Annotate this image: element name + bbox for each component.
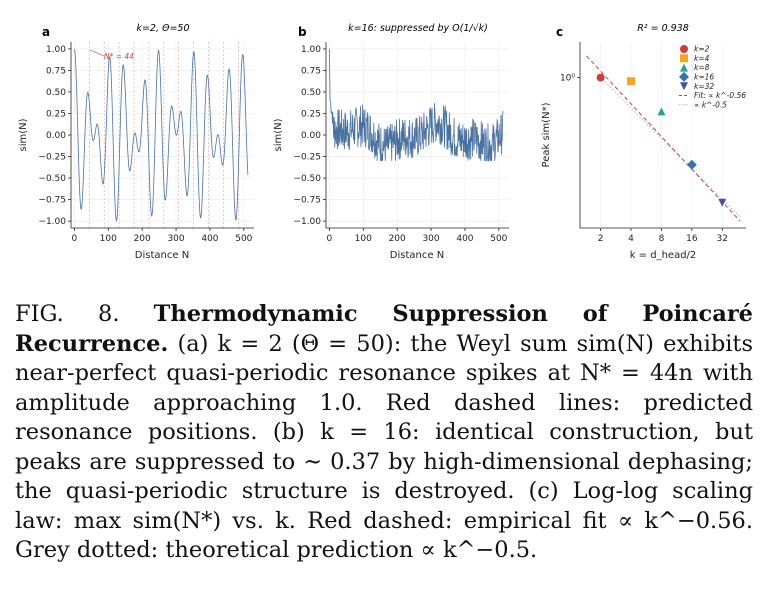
- a-y-tick-label: −0.50: [38, 174, 66, 184]
- legend-label-4: k=32: [694, 82, 714, 91]
- panel-c-point-k2: [596, 73, 605, 82]
- b-x-tick-label: 400: [456, 234, 473, 244]
- b-y-tick-label: 0.75: [301, 66, 321, 76]
- panel-a-letter: a: [42, 25, 50, 39]
- panel-a-xlabel: Distance N: [135, 250, 189, 261]
- legend-swatch-2: [680, 63, 688, 72]
- panel-b-letter: b: [298, 25, 307, 39]
- a-y-tick-label: 0.00: [46, 131, 66, 141]
- figure: a k=2, Θ=50 N* = 44 0 100 200 300 400 500 1.00…: [18, 23, 746, 261]
- legend-label-6: ∝ k^-0.5: [694, 100, 727, 109]
- a-y-tick-label: 1.00: [46, 45, 66, 55]
- panel-b: b k=16: suppressed by O(1/√k) 0 100 200 300…: [273, 23, 509, 261]
- a-x-tick-label: 400: [201, 234, 218, 244]
- legend-swatch-1: [680, 54, 688, 63]
- panel-b-title: k=16: suppressed by O(1/√k): [348, 23, 488, 34]
- panel-a-ylabel: sim(N): [18, 118, 29, 151]
- a-x-tick-label: 500: [235, 234, 252, 244]
- panel-c-title: R² = 0.938: [637, 23, 689, 34]
- a-x-tick-label: 300: [167, 234, 184, 244]
- b-x-tick-label: 300: [422, 234, 439, 244]
- panel-b-ylabel: sim(N): [273, 118, 284, 151]
- panel-b-xlabel: Distance N: [390, 250, 444, 261]
- b-x-tick-label: 100: [355, 234, 372, 244]
- panel-c-plot: 2 4 8 16 32 10⁰: [560, 42, 746, 244]
- b-y-tick-label: −0.75: [293, 196, 321, 206]
- panel-c-xlabel: k = d_head/2: [630, 250, 697, 261]
- legend-swatch-4: [680, 82, 688, 91]
- legend-swatch-0: [680, 45, 688, 53]
- legend-label-2: k=8: [694, 63, 710, 72]
- a-y-tick-label: 0.50: [46, 88, 66, 98]
- panel-b-series-line: [328, 48, 504, 162]
- a-y-tick-label: −1.00: [38, 217, 66, 227]
- legend-label-5: Fit: ∝ k^-0.56: [694, 91, 746, 100]
- panel-a-annotation-arrow: [89, 49, 105, 57]
- panel-c-x-tick-label: 8: [659, 234, 665, 244]
- a-y-tick-label: 0.75: [46, 66, 66, 76]
- panel-c-letter: c: [556, 25, 563, 39]
- legend-label-3: k=16: [694, 73, 714, 82]
- caption-bold-title: Thermodynamic Suppression of Poincaré Re…: [15, 301, 753, 357]
- b-y-tick-label: 0.25: [301, 109, 321, 119]
- a-y-tick-label: −0.75: [38, 196, 66, 206]
- b-y-tick-label: 0.00: [301, 131, 321, 141]
- panel-a-title: k=2, Θ=50: [136, 23, 189, 34]
- panel-c-theory-line: [604, 81, 741, 218]
- panel-a: a k=2, Θ=50 N* = 44 0 100 200 300 400 500 1.00…: [18, 23, 254, 261]
- a-y-tick-label: 0.25: [46, 109, 66, 119]
- panel-c-x-tick-label: 16: [686, 234, 698, 244]
- panel-c-fit-line: [586, 55, 741, 222]
- b-y-tick-label: 0.50: [301, 88, 321, 98]
- b-y-tick-label: 1.00: [301, 45, 321, 55]
- a-x-tick-label: 100: [100, 234, 117, 244]
- panel-c: c R² = 0.938 2 4 8 16 32 10⁰ k=2k=4k=8k=16k=3…: [541, 23, 746, 261]
- figure-caption: FIG. 8. Thermodynamic Suppression of Poi…: [15, 300, 753, 566]
- panel-a-series-line: [74, 48, 249, 222]
- caption-body: (a) k = 2 (Θ = 50): the Weyl sum sim(N) …: [15, 330, 754, 564]
- panel-c-x-tick-label: 2: [598, 234, 604, 244]
- b-x-tick-label: 0: [327, 234, 333, 244]
- panel-c-point-k8: [657, 107, 666, 116]
- panel-c-point-k4: [627, 77, 636, 86]
- panel-c-ylabel: Peak sim(N*): [541, 102, 552, 167]
- panel-b-axes: 0 100 200 300 400 500 1.00 0.75 0.50 0.25 0.00 −0.2…: [293, 42, 509, 244]
- b-y-tick-label: −0.25: [293, 153, 321, 163]
- b-y-tick-label: −0.50: [293, 174, 321, 184]
- panel-c-x-tick-label: 32: [717, 234, 728, 244]
- panel-c-y-tick-label: 10⁰: [560, 74, 575, 84]
- a-x-tick-label: 200: [134, 234, 151, 244]
- legend-label-1: k=4: [694, 54, 710, 63]
- panel-c-point-k32: [718, 198, 727, 207]
- panel-c-point-k16: [686, 159, 697, 170]
- a-x-tick-label: 0: [72, 234, 78, 244]
- a-y-tick-label: −0.25: [38, 153, 66, 163]
- panel-c-x-tick-label: 4: [628, 234, 634, 244]
- b-x-tick-label: 200: [389, 234, 406, 244]
- b-x-tick-label: 500: [490, 234, 507, 244]
- caption-prefix: FIG. 8.: [15, 301, 120, 327]
- panel-a-axes: 0 100 200 300 400 500 1.00 0.75 0.50 0.25 0.00 −0.2…: [38, 42, 254, 244]
- b-y-tick-label: −1.00: [293, 217, 321, 227]
- legend-swatch-3: [679, 71, 689, 82]
- panel-a-annotation: N* = 44: [104, 52, 134, 61]
- legend-label-0: k=2: [694, 45, 710, 54]
